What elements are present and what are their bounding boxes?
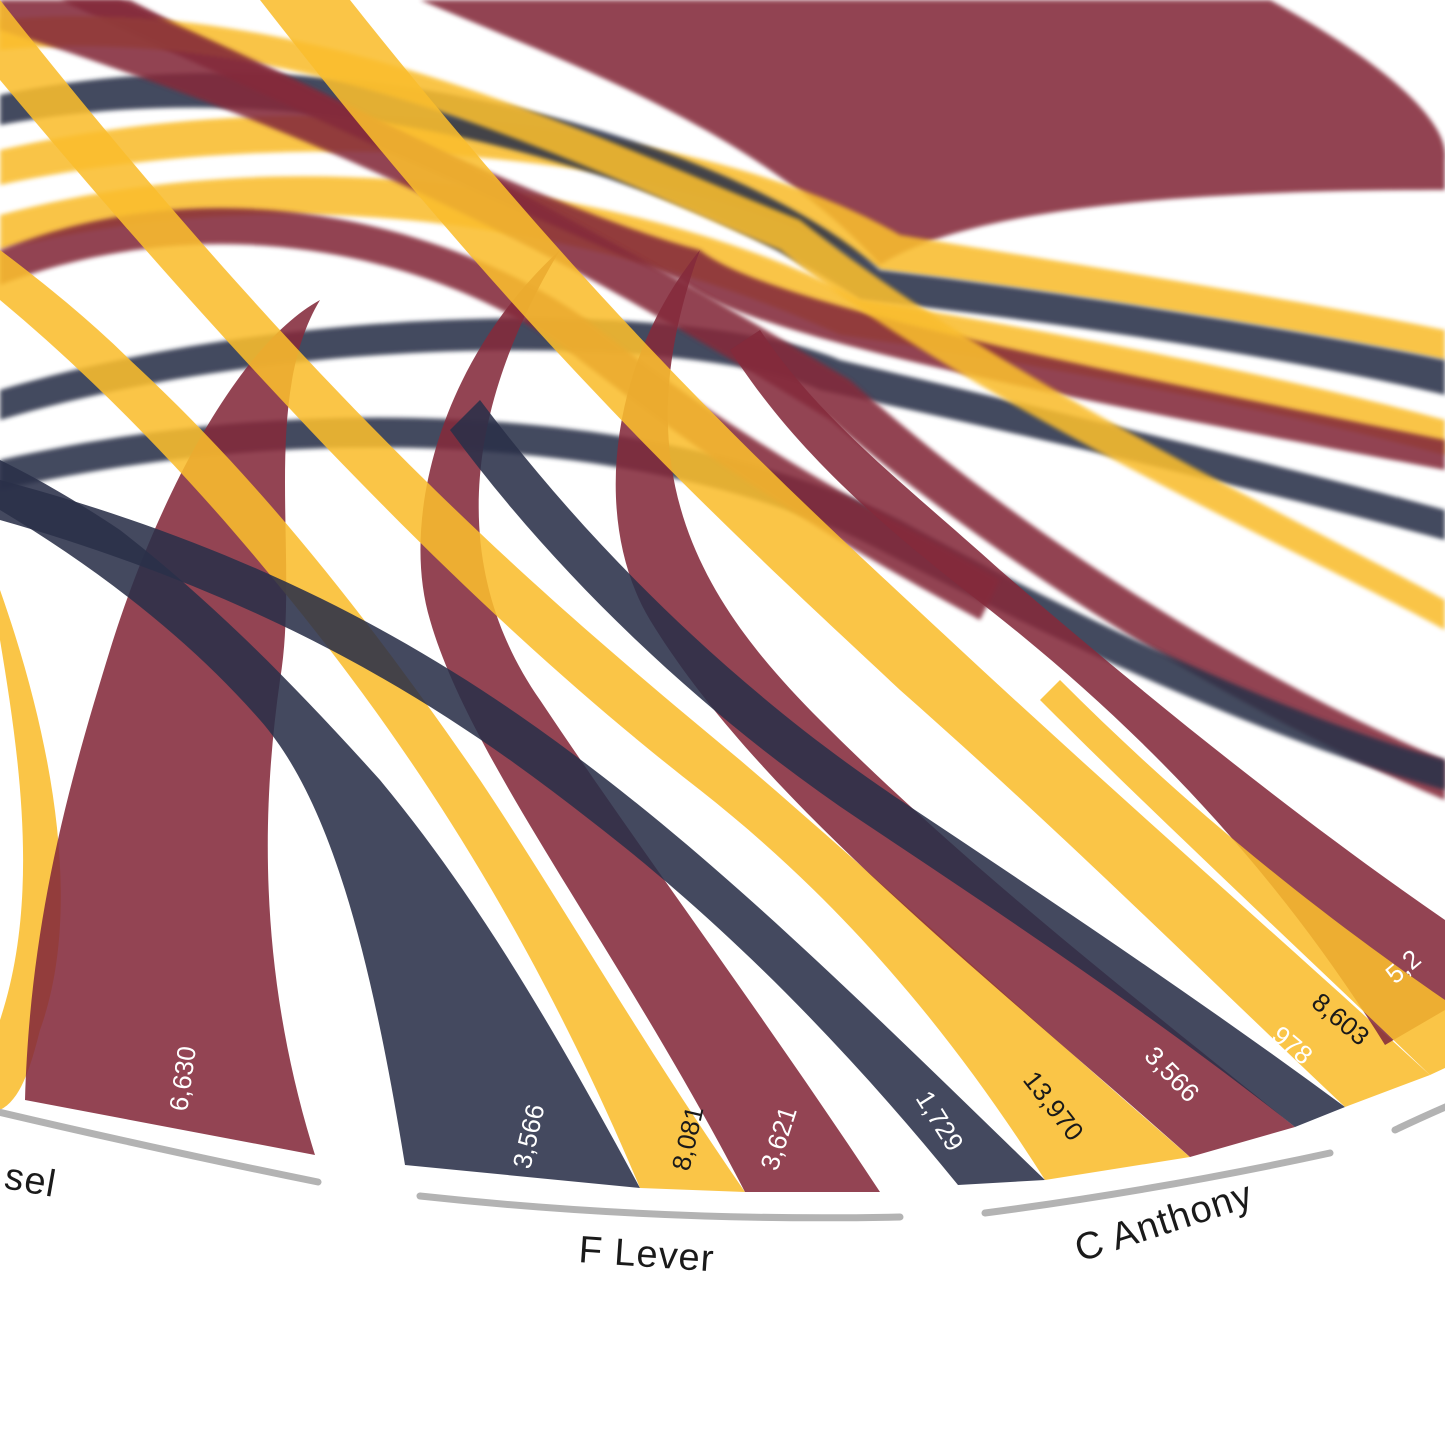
ribbon-maroon-7 [0,0,1445,800]
ribbon-navy-15 [0,480,1045,1185]
ribbon-gold-1 [0,115,1445,360]
group-arc-sel [0,1108,322,1186]
ribbon-navy-2 [0,72,1445,396]
ribbon-navy-5 [0,318,1445,540]
group-arc-f-lever [416,1192,904,1222]
ribbon-maroon-0 [420,0,1445,265]
ribbon-navy-18 [450,400,1345,1127]
ribbon-gold-13 [0,250,745,1192]
ribbon-navy-12 [0,460,640,1188]
group-label-f-lever: F Lever [577,1229,715,1280]
group-arcs [0,1103,1445,1222]
ribbon-gold-21 [1040,680,1445,1075]
group-arc-next [1391,1103,1445,1134]
group-label-sel: sel [1,1156,59,1206]
ribbon-maroon-20 [730,330,1445,1045]
group-arc-c-anthony [981,1149,1334,1217]
ribbon-gold-16 [0,0,1190,1180]
ribbon-maroon-9 [0,208,1000,620]
ribbons [0,0,1445,1192]
ribbon-navy-8 [0,417,1445,790]
ribbon-gold-19 [260,0,1430,1107]
